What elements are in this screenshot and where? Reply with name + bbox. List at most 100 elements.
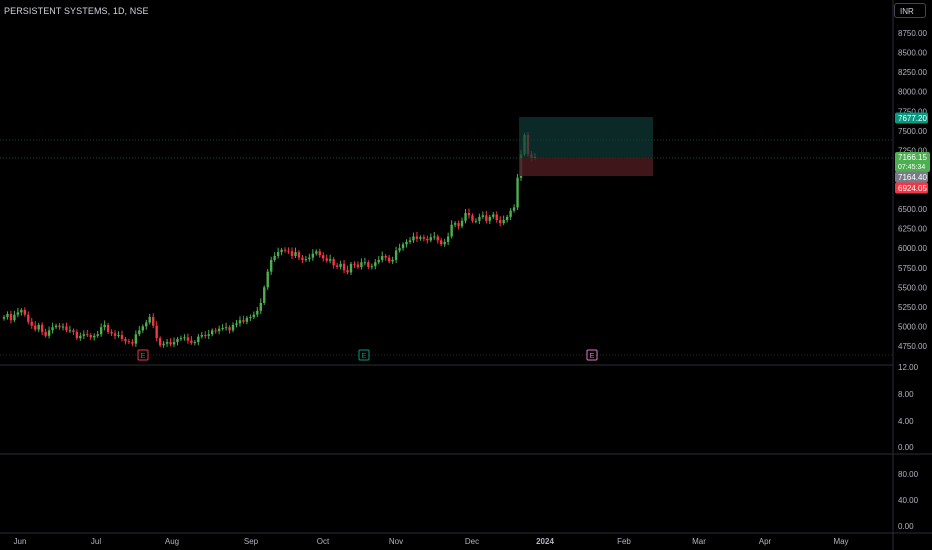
price-tick-label: 8750.00: [898, 29, 927, 38]
candle-body: [20, 310, 23, 313]
last-price-tag: [895, 152, 930, 172]
candle-body: [276, 252, 280, 257]
candle-body: [304, 259, 308, 261]
candle-body: [339, 263, 342, 267]
candle-body: [481, 215, 485, 217]
candle-body: [269, 259, 273, 272]
candle-body: [23, 310, 27, 315]
earnings-marker[interactable]: E: [586, 349, 598, 361]
earnings-marker[interactable]: E: [137, 349, 149, 361]
candle-body: [51, 327, 54, 331]
time-axis-label: May: [833, 537, 848, 546]
price-tick-label: 8500.00: [898, 49, 927, 58]
price-tick-label: 6000.00: [898, 244, 927, 253]
candle-body: [30, 321, 33, 326]
candle-body: [294, 252, 297, 257]
candle-body: [429, 237, 433, 241]
candle-body: [464, 212, 467, 221]
candle-body: [450, 224, 453, 237]
position-target-zone[interactable]: [519, 117, 653, 158]
candle-body: [158, 338, 162, 346]
candle-body: [68, 330, 72, 332]
time-axis-label: Dec: [465, 537, 479, 546]
candle-body: [256, 310, 259, 315]
candle-body: [509, 210, 512, 217]
candle-body: [217, 328, 221, 332]
candle-body: [207, 334, 210, 336]
price-tick-label: 5000.00: [898, 322, 927, 331]
candle-body: [443, 241, 446, 245]
candle-body: [457, 223, 460, 227]
candle-body: [492, 214, 495, 217]
candle-body: [9, 313, 13, 321]
currency-selector[interactable]: INR: [894, 3, 926, 18]
countdown-label: 07:45:34: [898, 164, 925, 171]
candle-body: [460, 220, 464, 227]
candle-body: [44, 331, 47, 336]
candle-body: [308, 257, 311, 260]
earnings-marker-box[interactable]: [358, 349, 370, 361]
candle-body: [280, 249, 283, 253]
candle-body: [162, 343, 165, 346]
candle-body: [311, 253, 315, 258]
candle-body: [152, 317, 155, 326]
candle-body: [325, 258, 328, 261]
time-axis-label: Jul: [91, 537, 101, 546]
candle-body: [381, 256, 384, 260]
time-axis-label: Oct: [317, 537, 330, 546]
candle-body: [58, 325, 61, 328]
candle-body: [301, 257, 304, 260]
indicator2-tick-label: 40.00: [898, 496, 919, 505]
price-candles: [2, 132, 537, 348]
price-tick-label: 5500.00: [898, 283, 927, 292]
candle-body: [353, 263, 356, 265]
candle-body: [499, 220, 502, 224]
candle-body: [356, 264, 360, 267]
position-stop-zone[interactable]: [519, 158, 653, 176]
candle-body: [103, 324, 106, 328]
candle-body: [211, 330, 214, 335]
price-tick-label: 8250.00: [898, 68, 927, 77]
candle-body: [374, 262, 377, 267]
candle-body: [221, 328, 224, 330]
earnings-marker-box[interactable]: [137, 349, 149, 361]
time-axis-label: Nov: [389, 537, 403, 546]
candle-body: [169, 342, 172, 345]
earnings-marker-box[interactable]: [586, 349, 598, 361]
candle-body: [89, 335, 92, 338]
price-tick-label: 5250.00: [898, 303, 927, 312]
candle-body: [426, 238, 429, 241]
candle-body: [405, 241, 408, 245]
candle-body: [190, 340, 193, 343]
candle-body: [245, 317, 249, 322]
candle-body: [505, 216, 509, 221]
candle-body: [446, 236, 450, 242]
time-axis-label: Mar: [692, 537, 706, 546]
candle-body: [186, 337, 190, 341]
stop-price-tag: [895, 182, 928, 194]
candle-body: [495, 214, 498, 221]
candle-body: [176, 338, 179, 343]
time-axis-label: Apr: [759, 537, 772, 546]
candle-body: [349, 263, 353, 273]
indicator1-tick-label: 4.00: [898, 417, 914, 426]
earnings-marker[interactable]: E: [358, 349, 370, 361]
candle-body: [200, 335, 203, 337]
candle-body: [138, 330, 141, 335]
candle-body: [287, 250, 290, 252]
candle-body: [502, 220, 505, 224]
candle-body: [391, 259, 394, 262]
candle-body: [467, 212, 471, 216]
candle-body: [193, 342, 197, 344]
close-price-tag-label: 7164.40: [898, 173, 927, 182]
candle-body: [13, 314, 16, 321]
candle-body: [401, 244, 405, 249]
candle-body: [436, 236, 439, 241]
time-axis-label: 2024: [536, 537, 554, 546]
candle-body: [440, 240, 443, 245]
candle-body: [204, 335, 207, 337]
candle-body: [2, 317, 6, 319]
candle-body: [148, 317, 151, 323]
time-axis-label: Feb: [617, 537, 631, 546]
